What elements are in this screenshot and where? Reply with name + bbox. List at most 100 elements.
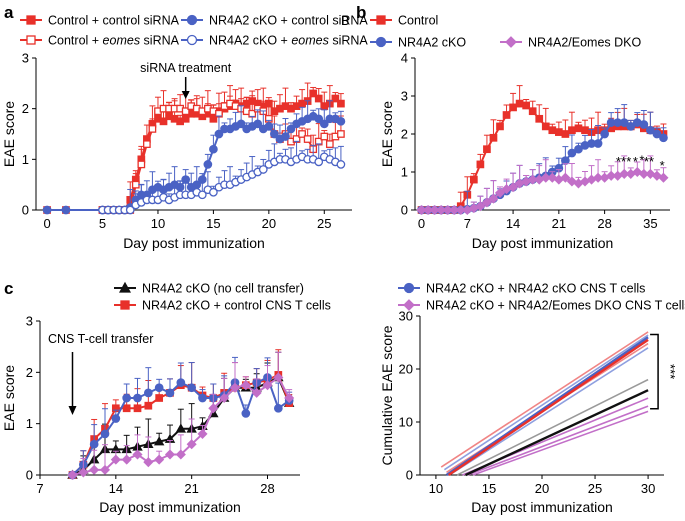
data-point — [181, 107, 190, 116]
data-point — [111, 414, 121, 423]
x-tick-label: 14 — [506, 216, 520, 231]
legend-label: NR4A2 cKO + eomes siRNA — [209, 34, 368, 48]
data-point — [284, 392, 295, 404]
legend-label: NR4A2 cKO + control CNS T cells — [142, 299, 331, 313]
y-tick-label: 1 — [22, 152, 29, 167]
data-point — [481, 197, 492, 208]
data-point — [273, 403, 283, 413]
data-point — [416, 204, 427, 216]
y-tick-label: 4 — [401, 51, 408, 66]
data-point — [336, 116, 346, 126]
data-point — [508, 182, 519, 193]
y-tick-label: 0 — [26, 468, 33, 483]
data-point — [455, 204, 466, 216]
data-point — [159, 117, 168, 126]
legend-marker — [26, 15, 36, 25]
annotation-text: siRNA treatment — [140, 61, 232, 75]
data-point — [61, 205, 71, 215]
data-point — [165, 388, 175, 398]
legend-marker — [505, 36, 517, 48]
x-tick-label: 21 — [184, 481, 198, 496]
legend-marker — [376, 15, 386, 25]
data-point — [181, 114, 190, 123]
x-tick-label: 7 — [464, 216, 471, 231]
data-point — [581, 126, 589, 135]
legend-marker — [403, 282, 415, 294]
data-point — [646, 125, 655, 135]
y-tick-label: 1 — [401, 165, 408, 180]
data-point — [99, 464, 111, 475]
significance-marker: ** — [616, 154, 626, 169]
y-tick-label: 1 — [26, 416, 33, 431]
regression-line — [465, 389, 649, 477]
legend-marker — [186, 14, 198, 26]
chart-a: 0 5 10 15 20 25 0 1 2 3 Day post immunization EAE s… — [1, 14, 368, 252]
data-point — [309, 89, 318, 98]
data-point — [547, 172, 558, 183]
data-point — [110, 454, 121, 465]
regression-line — [445, 336, 649, 476]
data-point — [144, 401, 153, 410]
x-tick-label: 20 — [262, 216, 276, 231]
data-point — [270, 129, 279, 139]
legend-label: NR4A2/Eomes DKO — [528, 36, 642, 50]
significance-marker: ** — [644, 154, 654, 169]
significance-marker: * — [639, 152, 644, 167]
y-tick-label: 3 — [22, 51, 29, 66]
y-tick-label: 2 — [26, 365, 33, 380]
y-tick-label: 0 — [401, 203, 408, 218]
x-tick-label: 35 — [643, 216, 657, 231]
legend-label: NR4A2 cKO + NR4A2/Eomes DKO CNS T cells — [426, 299, 685, 313]
data-point — [176, 378, 186, 387]
chart-b: 0 7 14 21 28 35 0 1 2 3 4 Day post immunization EAE … — [370, 14, 670, 251]
x-tick-label: 28 — [597, 216, 611, 231]
data-point — [154, 383, 164, 393]
data-point — [429, 204, 440, 216]
data-point — [175, 449, 186, 460]
data-point — [209, 144, 218, 154]
data-point — [336, 160, 346, 169]
x-tick-label: 0 — [418, 216, 425, 231]
data-point — [606, 170, 617, 181]
data-point — [632, 166, 643, 178]
data-point — [566, 176, 577, 187]
legend-marker — [118, 281, 132, 293]
data-point — [659, 133, 668, 143]
data-point — [619, 118, 629, 127]
data-point — [548, 126, 557, 135]
panel-label-c: c — [4, 279, 13, 298]
data-point — [133, 404, 142, 413]
data-point — [442, 204, 453, 216]
data-point — [494, 187, 506, 198]
regression-line — [440, 331, 649, 468]
y-axis-title: EAE score — [1, 101, 17, 167]
legend-marker — [375, 36, 387, 48]
significance-bracket — [650, 333, 659, 410]
x-axis-title: Day post immunization — [472, 235, 614, 251]
data-point — [483, 145, 491, 154]
data-point — [203, 160, 213, 169]
x-tick-label: 21 — [552, 216, 566, 231]
data-point — [143, 457, 154, 468]
data-point — [143, 388, 153, 398]
legend-label: NR4A2 cKO (no cell transfer) — [142, 282, 304, 296]
data-point — [522, 101, 531, 110]
data-point — [42, 205, 52, 215]
regression-line — [447, 338, 649, 476]
legend-label: NR4A2 cKO + NR4A2 cKO CNS T cells — [426, 282, 645, 296]
y-tick-label: 3 — [26, 314, 33, 329]
data-point — [236, 119, 246, 129]
x-tick-label: 15 — [206, 216, 220, 231]
legend-marker — [186, 34, 198, 46]
data-point — [78, 467, 89, 478]
legend-label-italic: eomes — [103, 34, 141, 48]
data-point — [476, 160, 485, 169]
data-point — [131, 180, 140, 189]
x-tick-label: 15 — [482, 481, 496, 496]
data-point — [320, 132, 329, 141]
legend-marker — [26, 35, 36, 45]
data-point — [208, 403, 219, 414]
data-point — [560, 172, 571, 183]
y-tick-label: 10 — [399, 415, 413, 430]
y-tick-label: 3 — [401, 89, 408, 104]
